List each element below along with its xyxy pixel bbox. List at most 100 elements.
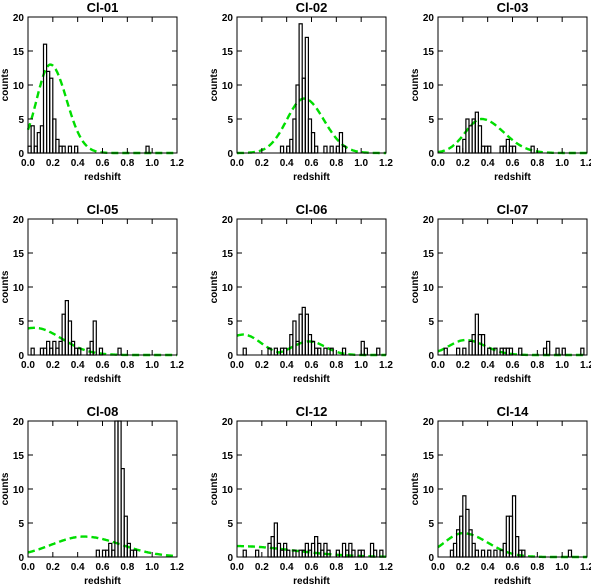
model-curve xyxy=(27,535,177,558)
y-tick-label: 0 xyxy=(428,351,434,362)
histogram-bar xyxy=(317,347,322,356)
panel-title: Cl-05 xyxy=(87,202,119,217)
y-tick-label: 5 xyxy=(227,115,233,126)
x-tick-label: 1.2 xyxy=(170,158,184,169)
panel-title: Cl-07 xyxy=(497,202,529,217)
x-tick-label: 0.6 xyxy=(305,562,319,573)
x-tick-label: 0.6 xyxy=(506,562,520,573)
histogram-bar xyxy=(351,549,356,558)
x-tick-label: 0.4 xyxy=(280,360,294,371)
y-tick-label: 15 xyxy=(222,451,234,462)
histogram-bar xyxy=(323,145,328,154)
histogram-bar xyxy=(242,347,247,356)
plot-frame xyxy=(27,420,178,558)
y-tick-label: 20 xyxy=(13,417,25,428)
y-axis-label: counts xyxy=(209,472,220,505)
y-tick-label: 10 xyxy=(423,81,435,92)
y-tick-label: 20 xyxy=(423,417,435,428)
x-tick-label: 0.4 xyxy=(481,158,495,169)
x-tick-label: 0.6 xyxy=(305,158,319,169)
panel-title: Cl-08 xyxy=(87,404,119,419)
histogram-bar xyxy=(117,347,122,356)
histogram-bar xyxy=(92,320,97,356)
y-tick-label: 20 xyxy=(222,215,234,226)
histogram-bar xyxy=(273,347,278,356)
x-tick-label: 0.2 xyxy=(456,360,470,371)
panel-cl-01: Cl-01 0.0 0.2 0.4 0.6 0.8 1.0 1.2 0 5 10 15 20 redshi… xyxy=(0,0,184,183)
y-tick-label: 10 xyxy=(13,81,25,92)
panel-cl-12: Cl-12 0.0 0.2 0.4 0.6 0.8 1.0 1.2 0 5 10 15 20 redshi… xyxy=(209,404,393,586)
x-tick-label: 0.6 xyxy=(506,360,520,371)
histogram-bar xyxy=(255,549,260,558)
x-tick-label: 0.6 xyxy=(506,158,520,169)
histogram-bar xyxy=(530,145,535,154)
x-tick-label: 1.0 xyxy=(555,158,569,169)
y-tick-label: 0 xyxy=(18,351,24,362)
y-tick-label: 15 xyxy=(423,249,435,260)
y-axis-label: counts xyxy=(410,270,421,303)
y-axis-label: counts xyxy=(410,68,421,101)
x-axis-label: redshift xyxy=(293,172,330,183)
plot-frame xyxy=(236,420,387,558)
histogram-bar xyxy=(480,549,486,558)
x-tick-label: 1.0 xyxy=(555,360,569,371)
x-tick-label: 0.2 xyxy=(456,562,470,573)
x-tick-label: 1.0 xyxy=(145,360,159,371)
x-tick-label: 0.8 xyxy=(530,360,544,371)
histogram-bar xyxy=(95,549,101,558)
x-axis-label: redshift xyxy=(84,576,121,586)
x-tick-label: 0.0 xyxy=(431,562,445,573)
x-tick-label: 0.4 xyxy=(71,360,85,371)
x-tick-label: 0.4 xyxy=(280,562,294,573)
y-axis-label: counts xyxy=(209,270,220,303)
x-tick-label: 0.2 xyxy=(46,158,60,169)
y-tick-label: 15 xyxy=(423,451,435,462)
y-tick-label: 5 xyxy=(18,519,24,530)
y-tick-label: 15 xyxy=(222,249,234,260)
x-tick-label: 0.6 xyxy=(305,360,319,371)
y-tick-label: 15 xyxy=(13,249,25,260)
x-tick-label: 1.0 xyxy=(354,360,368,371)
histogram-bar xyxy=(474,549,479,558)
y-tick-label: 0 xyxy=(227,553,233,564)
histogram-bar xyxy=(567,549,573,558)
y-tick-label: 0 xyxy=(18,149,24,160)
x-tick-label: 1.2 xyxy=(379,360,393,371)
x-axis-label: redshift xyxy=(293,374,330,385)
x-tick-label: 1.2 xyxy=(379,158,393,169)
histogram-bar xyxy=(279,145,285,154)
x-tick-label: 0.0 xyxy=(21,158,35,169)
histogram-bar xyxy=(67,145,73,154)
x-tick-label: 0.8 xyxy=(120,562,134,573)
x-tick-label: 0.2 xyxy=(46,360,60,371)
panel-cl-08: Cl-08 0.0 0.2 0.4 0.6 0.8 1.0 1.2 0 5 10 15 20 redshi… xyxy=(0,404,184,586)
y-tick-label: 20 xyxy=(222,417,234,428)
y-tick-label: 15 xyxy=(13,451,25,462)
x-tick-label: 0.6 xyxy=(96,562,110,573)
x-tick-label: 0.2 xyxy=(255,360,269,371)
y-axis-label: counts xyxy=(0,472,11,505)
x-tick-label: 0.0 xyxy=(431,158,445,169)
y-tick-label: 10 xyxy=(222,283,234,294)
histogram-bar xyxy=(376,347,381,356)
x-tick-label: 1.0 xyxy=(145,562,159,573)
histogram-bar xyxy=(242,549,247,558)
y-tick-label: 10 xyxy=(13,485,25,496)
x-tick-label: 0.0 xyxy=(230,562,244,573)
x-axis-label: redshift xyxy=(84,172,121,183)
x-tick-label: 0.4 xyxy=(71,158,85,169)
x-tick-label: 0.8 xyxy=(530,158,544,169)
panel-title: Cl-02 xyxy=(296,0,328,15)
y-tick-label: 10 xyxy=(222,81,234,92)
y-tick-label: 20 xyxy=(13,215,25,226)
x-tick-label: 0.0 xyxy=(21,360,35,371)
y-axis-label: counts xyxy=(0,270,11,303)
x-tick-label: 1.2 xyxy=(379,562,393,573)
y-tick-label: 0 xyxy=(18,553,24,564)
y-tick-label: 15 xyxy=(222,47,234,58)
histogram-bar xyxy=(323,347,328,356)
x-tick-label: 0.2 xyxy=(255,158,269,169)
panel-cl-05: Cl-05 0.0 0.2 0.4 0.6 0.8 1.0 1.2 0 5 10 15 20 redshi… xyxy=(0,202,184,385)
y-tick-label: 5 xyxy=(18,317,24,328)
x-tick-label: 0.8 xyxy=(530,562,544,573)
